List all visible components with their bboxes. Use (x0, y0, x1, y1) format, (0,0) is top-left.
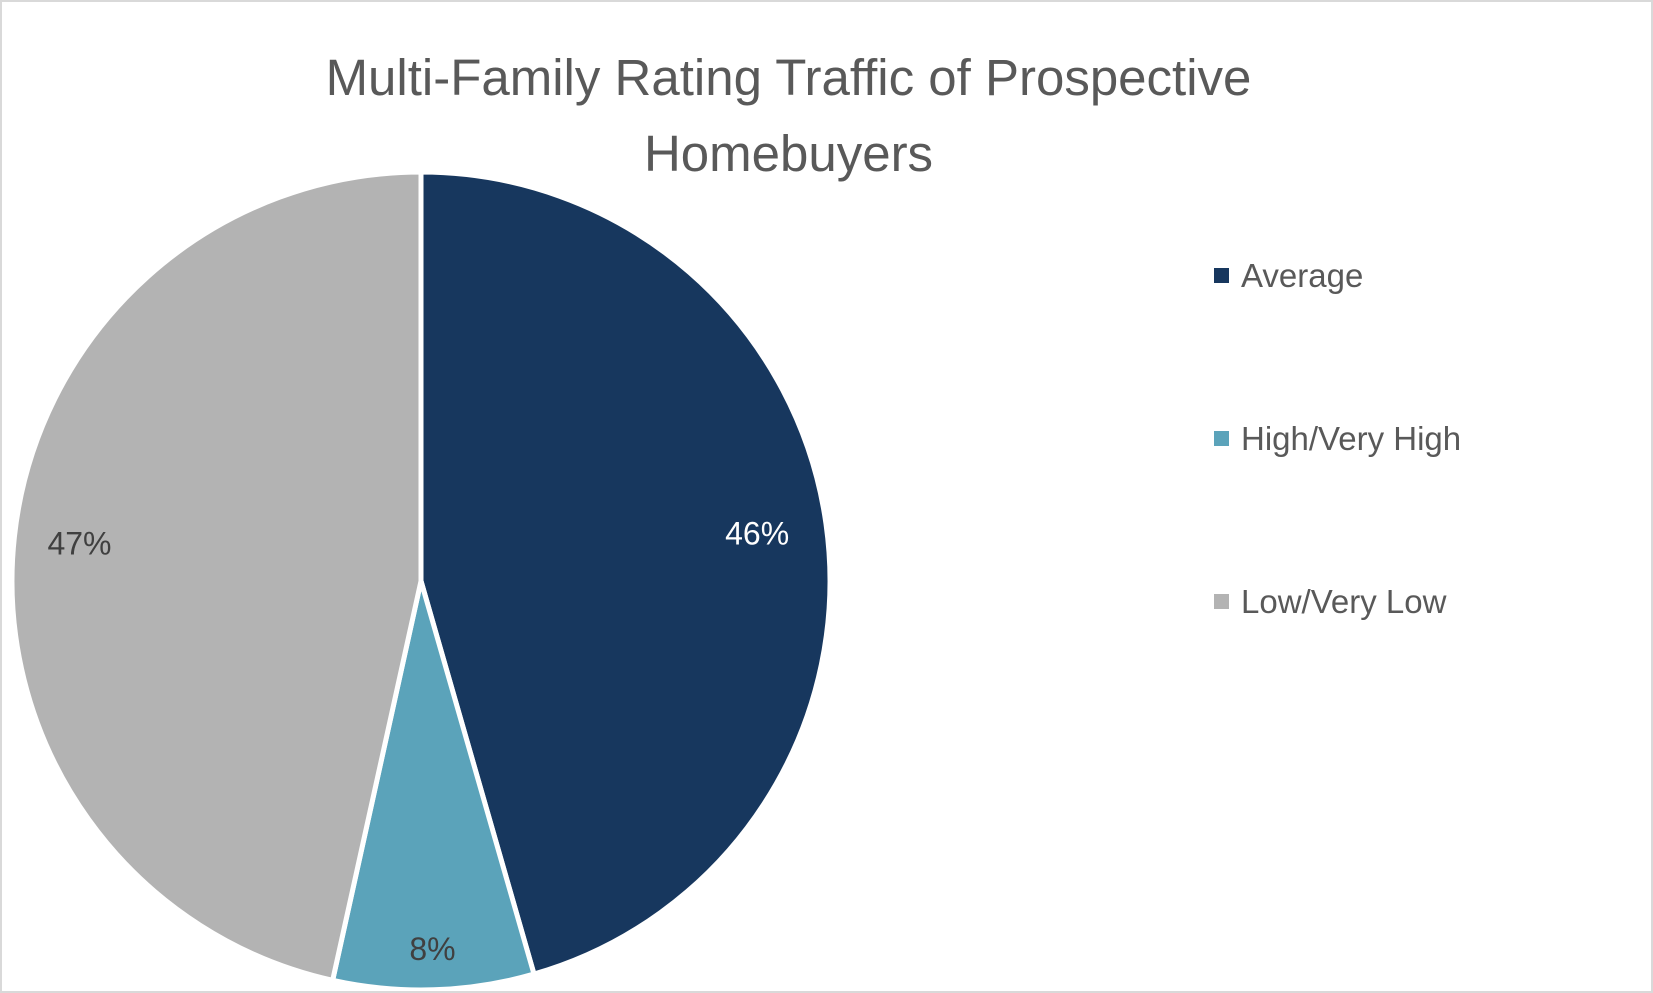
pie-slice-high-very-high (330, 578, 537, 991)
legend-item-low-very-low: Low/Very Low (1214, 582, 1446, 622)
chart-title-line-1: Multi-Family Rating Traffic of Prospecti… (325, 49, 1252, 106)
legend-swatch (1214, 430, 1229, 446)
data-label: 46% (725, 516, 789, 552)
legend-item-high-very-high: High/Very High (1214, 419, 1461, 459)
data-label: 47% (47, 526, 111, 562)
pie-slice-low-very-low (9, 169, 424, 983)
chart-title: Multi-Family Rating Traffic of Prospecti… (2, 40, 1651, 192)
legend-label: Low/Very Low (1241, 583, 1447, 620)
legend-swatch (1214, 593, 1229, 609)
legend-label: High/Very High (1241, 420, 1462, 457)
pie-slice-average (418, 169, 833, 977)
legend-item-average: Average (1214, 256, 1363, 296)
legend-swatch (1214, 267, 1229, 283)
chart-title-line-2: Homebuyers (643, 125, 934, 182)
data-label: 8% (409, 931, 455, 967)
legend-label: Average (1241, 257, 1364, 294)
